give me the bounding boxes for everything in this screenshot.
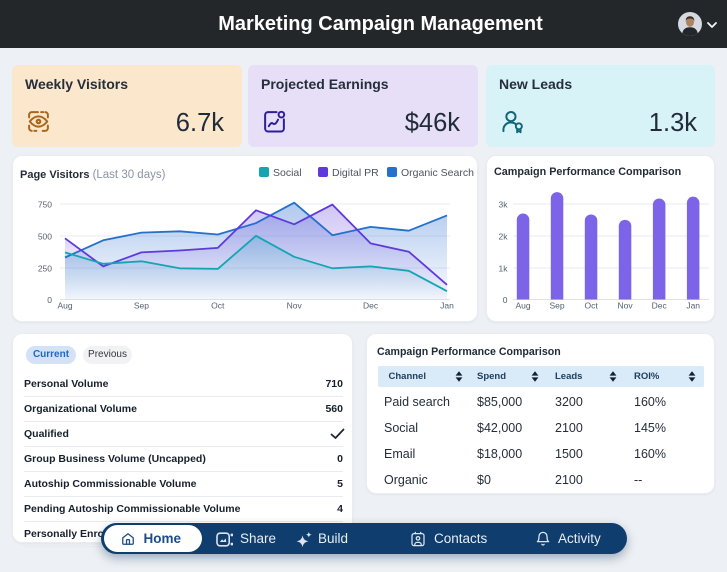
- svg-text:0: 0: [47, 295, 52, 305]
- svg-text:Sep: Sep: [134, 301, 149, 311]
- svg-text:Oct: Oct: [211, 301, 225, 311]
- svg-text:Oct: Oct: [584, 301, 598, 311]
- svg-text:750: 750: [38, 200, 52, 210]
- svg-text:Aug: Aug: [57, 301, 72, 311]
- svg-text:2k: 2k: [499, 232, 509, 242]
- svg-text:Sep: Sep: [549, 301, 564, 311]
- svg-text:Nov: Nov: [618, 301, 634, 311]
- svg-text:250: 250: [38, 264, 52, 274]
- svg-text:Dec: Dec: [652, 301, 668, 311]
- svg-text:Dec: Dec: [363, 301, 379, 311]
- svg-text:1k: 1k: [499, 264, 509, 274]
- svg-text:Jan: Jan: [686, 301, 700, 311]
- svg-text:3k: 3k: [499, 200, 509, 210]
- svg-text:Nov: Nov: [287, 301, 303, 311]
- svg-text:Aug: Aug: [515, 301, 530, 311]
- svg-text:0: 0: [503, 295, 508, 305]
- svg-text:500: 500: [38, 232, 52, 242]
- svg-text:Jan: Jan: [440, 301, 454, 311]
